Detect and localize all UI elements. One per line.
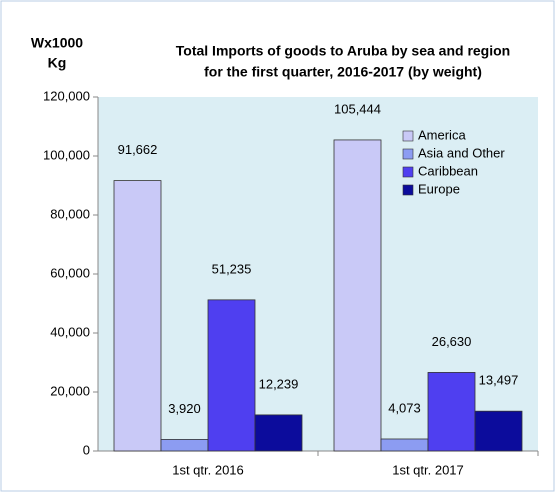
y-axis-label: Wx1000: [31, 35, 83, 51]
bar: [207, 299, 256, 452]
legend-label: Caribbean: [418, 163, 478, 178]
chart-title: Total Imports of goods to Aruba by sea a…: [176, 43, 510, 59]
y-tick-label: 80,000: [50, 206, 90, 221]
y-tick-label: 40,000: [50, 324, 90, 339]
y-axis-label: Kg: [48, 55, 67, 71]
data-label: 91,662: [118, 142, 158, 157]
bar: [113, 180, 162, 452]
data-label: 4,073: [388, 400, 421, 415]
x-tick-label: 1st qtr. 2016: [172, 462, 244, 477]
data-label: 51,235: [212, 261, 252, 276]
data-label: 13,497: [479, 373, 519, 388]
legend-label: America: [418, 127, 466, 142]
bar: [333, 139, 382, 452]
legend-swatch: [402, 148, 414, 160]
data-label: 26,630: [432, 334, 472, 349]
y-tick-label: 100,000: [43, 147, 90, 162]
legend-label: Asia and Other: [418, 145, 505, 160]
bar: [254, 414, 303, 452]
chart-title: for the first quarter, 2016-2017 (by wei…: [204, 64, 482, 80]
bar: [474, 410, 523, 452]
y-tick-label: 120,000: [43, 88, 90, 103]
legend-swatch: [402, 184, 414, 196]
y-tick-label: 60,000: [50, 265, 90, 280]
data-label: 3,920: [168, 401, 201, 416]
y-tick-label: 20,000: [50, 383, 90, 398]
bar: [427, 372, 476, 452]
legend-swatch: [402, 166, 414, 178]
x-tick-label: 1st qtr. 2017: [392, 462, 464, 477]
y-tick-label: 0: [83, 442, 90, 457]
legend-swatch: [402, 130, 414, 142]
bar: [160, 439, 209, 452]
data-label: 105,444: [334, 101, 381, 116]
legend-label: Europe: [418, 181, 460, 196]
data-label: 12,239: [259, 376, 299, 391]
bar: [380, 438, 429, 452]
